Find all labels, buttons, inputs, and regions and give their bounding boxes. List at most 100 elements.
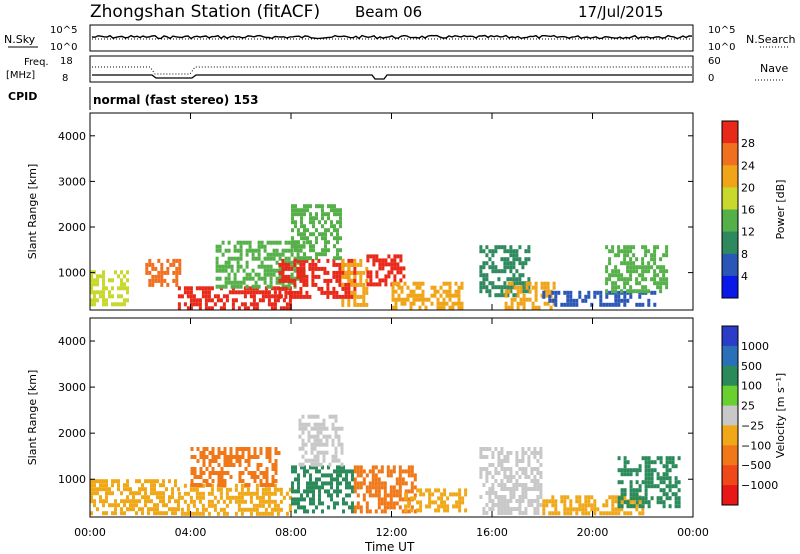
range-cell [186, 503, 190, 508]
range-cell [255, 507, 259, 512]
range-cell [336, 252, 339, 257]
range-cell [506, 511, 510, 515]
range-cell [332, 294, 336, 299]
range-cell [454, 293, 458, 298]
range-cell [123, 487, 126, 492]
range-cell [201, 511, 205, 516]
range-cell [154, 266, 158, 271]
range-cell [202, 463, 206, 467]
range-cell [198, 491, 202, 496]
range-cell [223, 447, 227, 451]
range-cell [635, 472, 639, 477]
range-cell [277, 451, 281, 455]
range-cell [515, 483, 519, 487]
range-cell [172, 270, 176, 275]
range-cell [543, 281, 547, 286]
range-cell [398, 477, 402, 482]
range-cell [415, 285, 419, 290]
range-cell [336, 212, 339, 217]
range-cell [519, 297, 523, 302]
range-cell [500, 511, 504, 515]
range-cell [509, 467, 513, 471]
range-cell [166, 282, 170, 287]
range-cell [406, 293, 410, 298]
range-cell [635, 496, 639, 501]
range-cell [356, 465, 360, 470]
range-cell [166, 270, 170, 275]
range-cell [193, 471, 197, 475]
range-cell [238, 463, 242, 467]
range-cell [239, 244, 243, 249]
range-cell [602, 503, 606, 508]
range-cell [300, 212, 303, 217]
range-cell [228, 487, 232, 492]
range-cell [278, 290, 282, 295]
range-cell [297, 244, 300, 249]
range-cell [620, 468, 624, 473]
x-tick-label: 12:00 [376, 526, 408, 539]
range-cell [294, 248, 297, 253]
range-cell [291, 481, 294, 486]
range-cell [381, 262, 385, 267]
range-cell [626, 289, 630, 294]
range-cell [560, 495, 564, 500]
range-cell [261, 290, 265, 295]
range-cell [389, 497, 393, 502]
range-cell [183, 491, 187, 496]
range-cell [315, 256, 318, 261]
range-cell [123, 499, 126, 504]
range-cell [629, 257, 633, 262]
range-cell [482, 265, 486, 270]
range-cell [512, 507, 516, 511]
range-cell [220, 471, 224, 475]
range-cell [534, 305, 538, 310]
range-cell [135, 511, 138, 516]
range-cell [312, 485, 315, 490]
range-cell [521, 265, 525, 270]
range-cell [518, 511, 522, 515]
range-cell [193, 475, 197, 479]
range-cell [255, 306, 259, 311]
range-cell [503, 257, 507, 262]
range-cell [527, 249, 531, 254]
range-cell [504, 305, 508, 310]
range-cell [500, 495, 504, 499]
range-cell [430, 285, 434, 290]
range-cell [353, 469, 357, 474]
range-cell [96, 274, 99, 279]
range-cell [368, 493, 372, 498]
range-cell [548, 294, 552, 299]
range-cell [554, 298, 558, 303]
range-cell [662, 504, 666, 509]
range-cell [147, 507, 150, 512]
range-cell [156, 479, 159, 484]
range-cell [306, 481, 309, 486]
range-cell [662, 269, 666, 274]
range-cell [623, 460, 627, 465]
range-cell [359, 258, 363, 263]
range-cell [302, 240, 306, 245]
range-cell [322, 442, 326, 447]
range-cell [93, 479, 96, 484]
range-cell [198, 499, 202, 504]
range-cell [482, 277, 486, 282]
range-cell [533, 455, 537, 459]
y-tick-label: 4000 [58, 335, 86, 348]
range-cell [324, 212, 327, 217]
range-cell [123, 298, 126, 303]
range-cell [368, 489, 372, 494]
range-cell [513, 297, 517, 302]
range-cell [428, 504, 432, 509]
range-cell [372, 254, 376, 259]
range-cell [345, 493, 348, 498]
range-cell [479, 273, 483, 278]
range-cell [635, 492, 639, 497]
range-cell [148, 262, 152, 267]
range-cell [301, 454, 305, 459]
range-cell [503, 503, 507, 507]
range-cell [524, 475, 528, 479]
range-cell [108, 503, 111, 508]
range-cell [644, 464, 648, 469]
range-cell [246, 491, 250, 496]
range-cell [291, 228, 294, 233]
